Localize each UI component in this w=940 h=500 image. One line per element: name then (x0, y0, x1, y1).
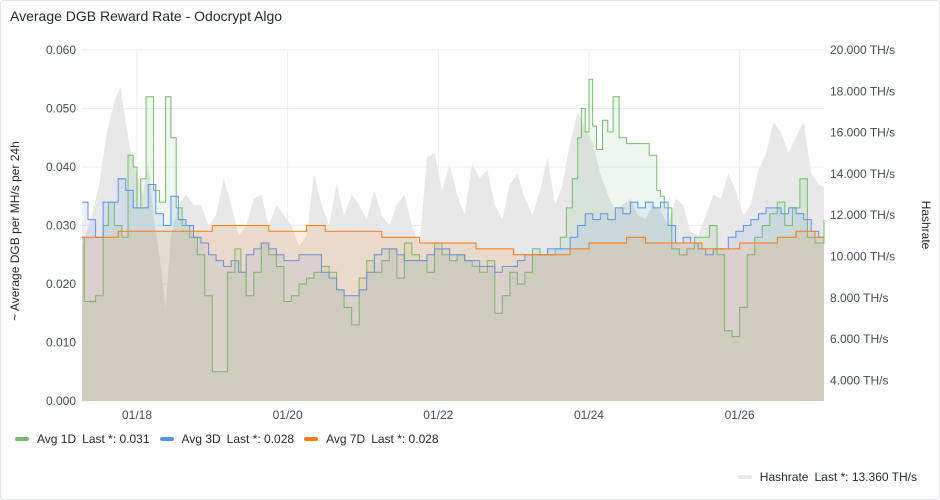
legend-last-avg7d: Last *: 0.028 (371, 432, 439, 446)
y-tick-label: 0.030 (46, 219, 76, 233)
y2-tick-label: 4.000 TH/s (830, 373, 888, 387)
series-avg7d (82, 225, 824, 401)
legend-name-avg7d: Avg 7D (326, 432, 366, 446)
y-tick-label: 0.060 (46, 43, 76, 57)
y2-tick-label: 16.000 TH/s (830, 126, 895, 140)
series-line-avg7d (82, 225, 824, 256)
y-axis-title: ~ Average DGB per MH/s per 24h (8, 141, 22, 321)
series-area-avg3d (82, 178, 824, 401)
legend-name-hashrate: Hashrate (759, 470, 809, 484)
series-avg3d (82, 178, 824, 401)
series-layer (82, 78, 825, 402)
legend-name-avg3d: Avg 3D (181, 432, 221, 446)
legend-name-avg1d: Avg 1D (37, 432, 77, 446)
y2-tick-label: 20.000 TH/s (830, 43, 895, 57)
y2-tick-label: 12.000 TH/s (830, 208, 895, 222)
legend-swatch-hashrate (737, 475, 752, 479)
series-avg1d (82, 78, 825, 402)
legend-last-hashrate: Last *: 13.360 TH/s (814, 470, 917, 484)
legend-swatch-avg3d (159, 437, 174, 441)
chart-plot: 0.000 0.010 0.020 0.030 0.040 0.050 0.060 4.00… (8, 43, 933, 422)
x-tick-label: 01/26 (725, 408, 755, 422)
y2-tick-label: 10.000 TH/s (830, 249, 895, 263)
y-tick-label: 0.040 (46, 160, 76, 174)
y2-axis-title: Hashrate (919, 201, 933, 250)
y-tick-label: 0.050 (46, 102, 76, 116)
x-tick-label: 01/18 (122, 408, 152, 422)
series-hashrate (82, 87, 824, 401)
legend-item-avg3d[interactable]: Avg 3D Last *: 0.028 (159, 432, 295, 446)
series-area-hashrate (82, 87, 824, 401)
x-tick-label: 01/24 (574, 408, 604, 422)
series-line-avg3d (82, 178, 824, 297)
legend-swatch-avg7d (304, 437, 319, 441)
y-tick-label: 0.010 (46, 336, 76, 350)
x-tick-label: 01/20 (273, 408, 303, 422)
legend: Avg 1D Last *: 0.031 Avg 3D Last *: 0.02… (15, 432, 449, 446)
series-area-avg7d (82, 225, 824, 401)
y-axis-ticks: 0.000 0.010 0.020 0.030 0.040 0.050 0.060 (46, 43, 76, 408)
series-area-avg1d (82, 79, 824, 402)
y-tick-label: 0.000 (46, 394, 76, 408)
y2-tick-label: 6.000 TH/s (830, 332, 888, 346)
legend-item-avg1d[interactable]: Avg 1D Last *: 0.031 (15, 432, 150, 446)
legend-item-hashrate[interactable]: Hashrate Last *: 13.360 TH/s (737, 470, 917, 484)
legend-last-avg1d: Last *: 0.031 (82, 432, 150, 446)
y-tick-label: 0.020 (46, 277, 76, 291)
y2-axis-ticks: 4.000 TH/s 6.000 TH/s 8.000 TH/s 10.000 TH/… (830, 43, 895, 387)
y2-tick-label: 8.000 TH/s (830, 291, 888, 305)
y2-tick-label: 18.000 TH/s (830, 84, 895, 98)
x-axis-ticks: 01/18 01/20 01/22 01/24 01/26 (122, 408, 755, 422)
legend-item-avg7d[interactable]: Avg 7D Last *: 0.028 (304, 432, 439, 446)
legend-swatch-avg1d (15, 437, 29, 441)
x-tick-label: 01/22 (423, 408, 453, 422)
legend-last-avg3d: Last *: 0.028 (226, 432, 295, 446)
panel-title: Average DGB Reward Rate - Odocrypt Algo (10, 8, 283, 24)
y2-tick-label: 14.000 TH/s (830, 167, 895, 181)
series-line-avg1d (82, 78, 825, 373)
legend-hashrate: Hashrate Last *: 13.360 TH/s (737, 470, 917, 484)
